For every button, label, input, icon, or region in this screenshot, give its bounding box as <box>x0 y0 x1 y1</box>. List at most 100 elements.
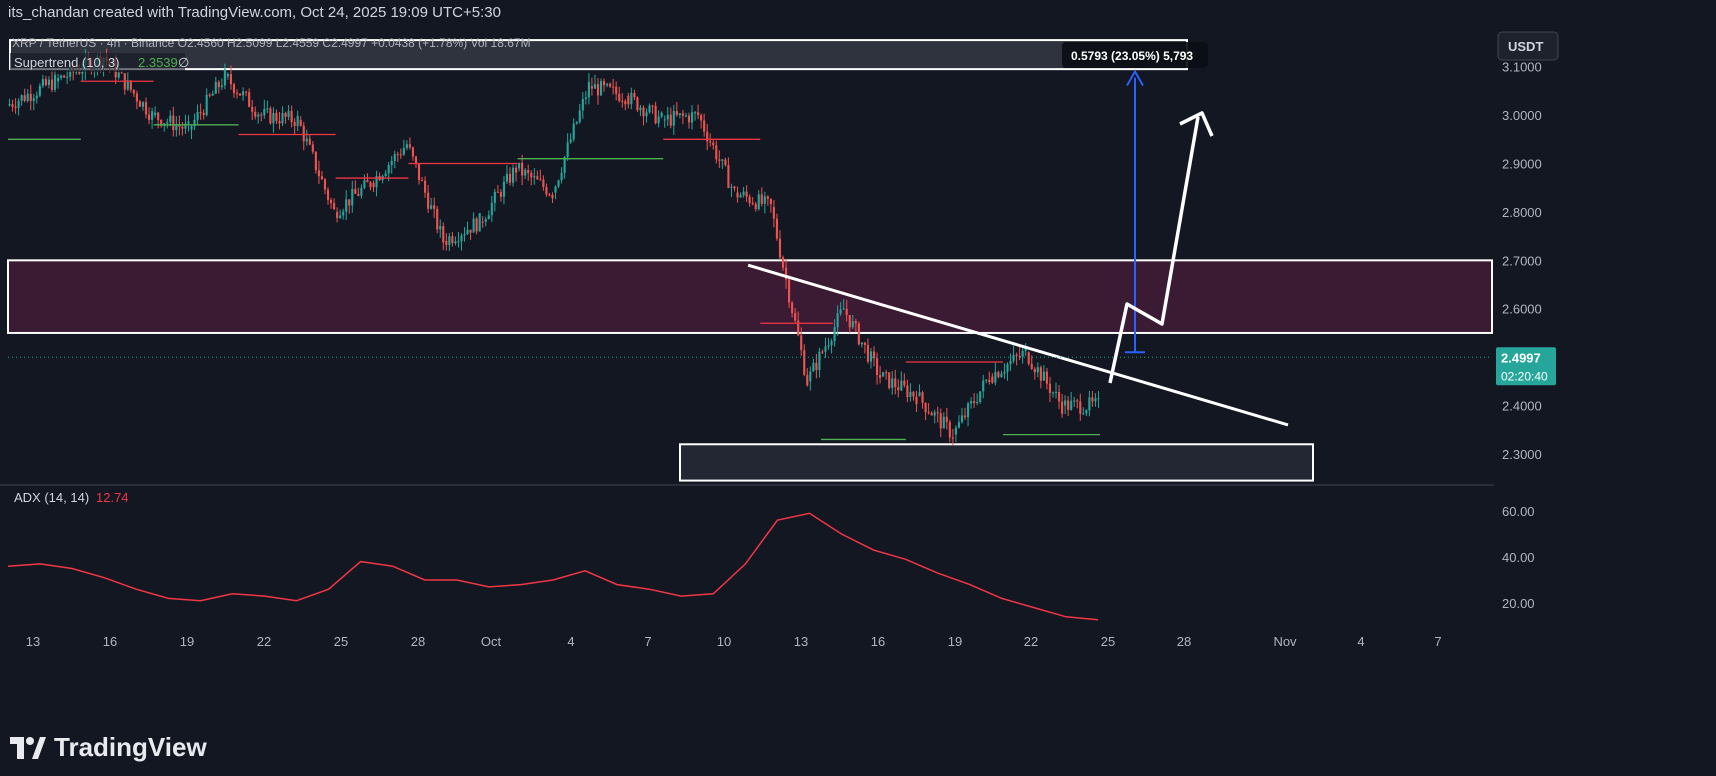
candle-body <box>299 119 302 126</box>
time-tick-label: 25 <box>334 634 348 649</box>
candle-body <box>1000 373 1003 378</box>
candle-body <box>857 323 860 345</box>
attribution-bar: its_chandan created with TradingView.com… <box>0 0 1716 28</box>
candle-body <box>293 121 296 126</box>
candle-body <box>800 335 803 351</box>
candle-body <box>939 413 942 429</box>
candle-body <box>26 93 29 101</box>
candle-body <box>333 203 336 210</box>
candle-body <box>809 371 812 382</box>
candle-body <box>536 176 539 180</box>
candle-body <box>50 79 54 90</box>
candle-body <box>563 156 566 173</box>
candle-body <box>208 94 211 96</box>
candle-body <box>436 208 439 230</box>
candle-body <box>196 112 199 120</box>
candle-body <box>117 72 120 78</box>
candle-body <box>190 126 193 130</box>
candle-body <box>609 83 612 87</box>
candle-body <box>351 189 354 206</box>
descending-trendline <box>747 263 1289 427</box>
candle-body <box>184 123 187 129</box>
candle-body <box>205 94 208 116</box>
candle-body <box>578 110 581 122</box>
price-tick-label: 2.3000 <box>1502 447 1542 462</box>
candle-body <box>754 203 757 210</box>
time-tick-label: 22 <box>1024 634 1038 649</box>
candle-body <box>700 115 703 121</box>
candle-body <box>35 95 38 99</box>
candle-body <box>372 182 375 188</box>
candle-body <box>308 138 311 145</box>
tradingview-brand[interactable]: TradingView <box>10 732 207 763</box>
tradingview-logo-icon <box>10 736 46 759</box>
candle-body <box>387 165 390 174</box>
candle-body <box>287 110 290 117</box>
measure-arrow-head <box>1126 69 1144 87</box>
candle-body <box>1036 367 1039 373</box>
price-tick-label: 2.8000 <box>1502 205 1542 220</box>
candle-body <box>502 181 506 197</box>
time-tick-label: 4 <box>1357 634 1364 649</box>
candle-body <box>132 89 135 94</box>
candle-body <box>484 219 487 222</box>
candle-body <box>1070 400 1073 410</box>
candle-body <box>1091 397 1094 402</box>
candle-body <box>991 376 994 383</box>
candle-body <box>524 170 527 176</box>
candle-body <box>1082 413 1085 415</box>
candle-body <box>906 385 909 398</box>
candle-body <box>384 173 387 177</box>
candle-body <box>17 100 20 109</box>
candles-group <box>8 48 1100 446</box>
time-tick-label: 19 <box>948 634 962 649</box>
candle-body <box>933 412 936 416</box>
candle-body <box>648 105 651 113</box>
candle-body <box>718 159 721 161</box>
candle-body <box>742 191 745 196</box>
candle-body <box>681 113 684 116</box>
candle-body <box>439 226 442 230</box>
time-tick-label: 7 <box>1434 634 1441 649</box>
candle-body <box>957 422 961 428</box>
price-chart[interactable]: 0.5793 (23.05%) 5,793 XRP / TetherUS · 4h… <box>0 28 1716 708</box>
candle-body <box>41 79 44 86</box>
candle-body <box>909 391 912 398</box>
candle-body <box>1033 368 1036 373</box>
candle-body <box>460 235 463 242</box>
candle-body <box>393 154 396 161</box>
adx-line <box>7 512 1099 621</box>
candle-body <box>724 159 727 166</box>
candle-body <box>154 112 157 116</box>
time-tick-label: 10 <box>717 634 731 649</box>
candle-body <box>951 437 954 439</box>
candle-body <box>414 156 418 165</box>
candle-body <box>402 148 405 155</box>
candle-body <box>593 84 597 89</box>
chart-frame[interactable]: 0.5793 (23.05%) 5,793 XRP / TetherUS · 4h… <box>0 28 1716 708</box>
candle-body <box>527 170 530 173</box>
candle-body <box>160 119 163 126</box>
candle-body <box>56 77 60 82</box>
candle-body <box>693 112 697 114</box>
candle-body <box>448 236 451 245</box>
legend-symbol-ohlc: XRP / TetherUS · 4h · Binance O2.4560 H2… <box>12 36 531 50</box>
candle-body <box>1009 360 1012 365</box>
candle-body <box>427 192 430 209</box>
candle-body <box>560 172 563 181</box>
candle-body <box>897 387 900 391</box>
candle-body <box>1094 398 1097 402</box>
candle-body <box>954 427 957 435</box>
candle-body <box>657 116 660 124</box>
candle-body <box>360 187 363 196</box>
candle-body <box>1003 371 1006 374</box>
candle-body <box>715 145 718 160</box>
candle-body <box>126 80 129 90</box>
candle-body <box>490 202 493 216</box>
legend-adx-value: 12.74 <box>96 490 129 505</box>
candle-body <box>120 72 123 74</box>
candle-body <box>141 102 145 107</box>
candle-body <box>860 342 863 345</box>
candle-body <box>420 180 424 182</box>
candle-body <box>545 187 548 195</box>
